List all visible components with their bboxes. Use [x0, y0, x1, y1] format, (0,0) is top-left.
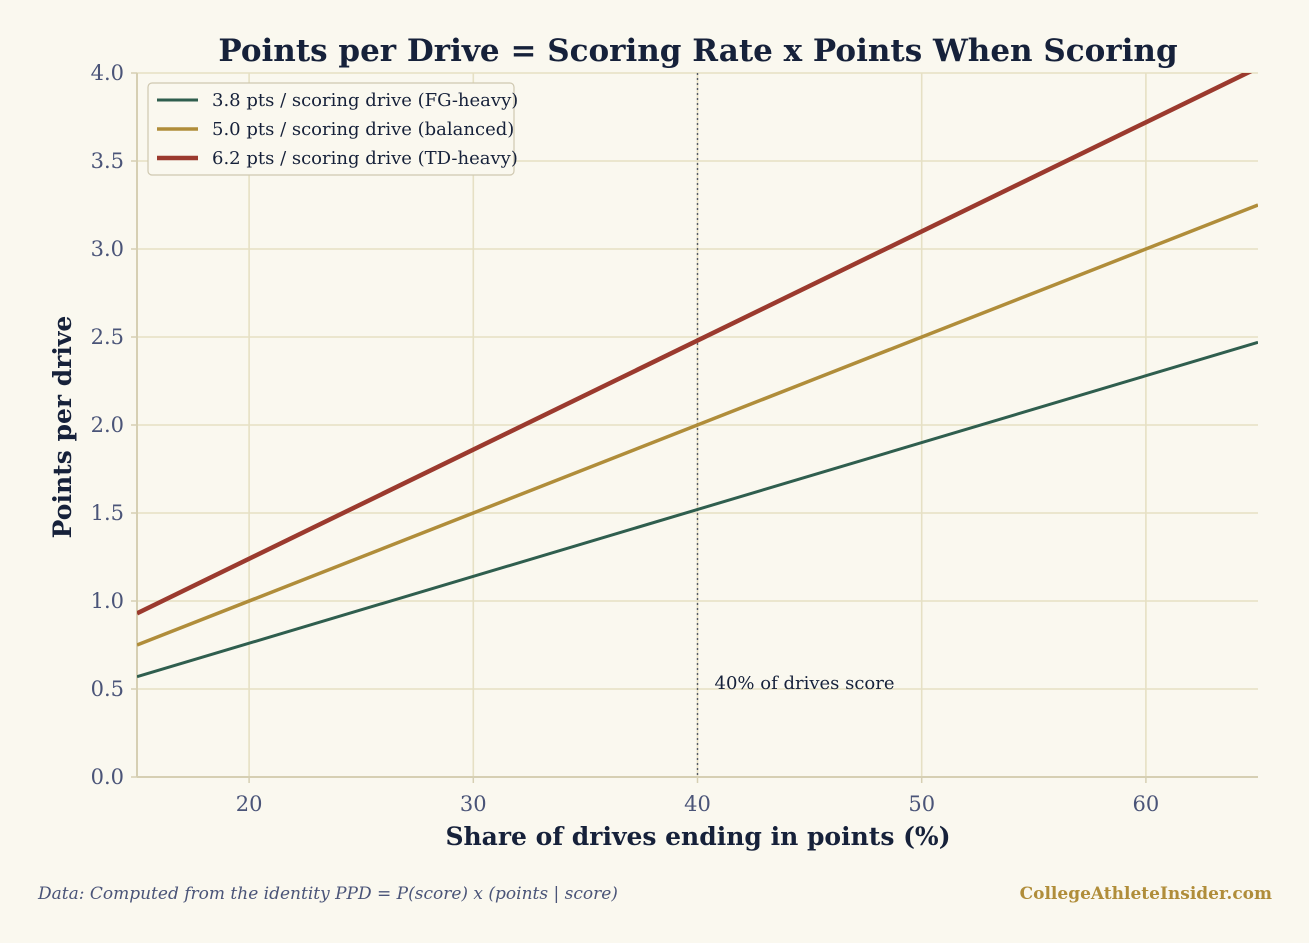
series-lines [137, 73, 1258, 679]
chart-title: Points per Drive = Scoring Rate x Points… [218, 33, 1177, 69]
x-tick-label: 20 [236, 792, 263, 816]
y-tick-label: 2.5 [91, 325, 124, 349]
legend-label-3: 6.2 pts / scoring drive (TD-heavy) [212, 148, 518, 169]
x-tick-label: 60 [1133, 792, 1160, 816]
y-tick-label: 4.0 [91, 61, 124, 85]
source-note: Data: Computed from the identity PPD = P… [38, 884, 618, 904]
y-ticks: 0.0 0.5 1.0 1.5 2.0 2.5 3.0 3.5 4.0 [91, 61, 137, 789]
x-tick-label: 50 [908, 792, 935, 816]
series-line-3 [137, 73, 1253, 616]
reference-label: 40% of drives score [715, 673, 895, 694]
x-axis-label: Share of drives ending in points (%) [445, 822, 950, 851]
legend-label-1: 3.8 pts / scoring drive (FG-heavy) [212, 90, 518, 111]
x-ticks: 20 30 40 50 60 [236, 777, 1160, 816]
legend: 3.8 pts / scoring drive (FG-heavy) 5.0 pt… [147, 82, 518, 176]
y-tick-label: 3.0 [91, 237, 124, 261]
y-tick-label: 0.5 [91, 677, 124, 701]
y-tick-label: 0.0 [91, 765, 124, 789]
brand-credit: CollegeAthleteInsider.com [1019, 884, 1272, 904]
legend-label-2: 5.0 pts / scoring drive (balanced) [212, 119, 514, 140]
legend-box [147, 82, 515, 176]
y-tick-label: 1.5 [91, 501, 124, 525]
y-tick-label: 3.5 [91, 149, 124, 173]
x-tick-label: 40 [684, 792, 711, 816]
series-line-1 [137, 340, 1258, 679]
y-tick-label: 2.0 [91, 413, 124, 437]
y-tick-label: 1.0 [91, 589, 124, 613]
y-axis-label: Points per drive [48, 316, 77, 539]
x-tick-label: 30 [460, 792, 487, 816]
series-line-2 [137, 203, 1258, 647]
